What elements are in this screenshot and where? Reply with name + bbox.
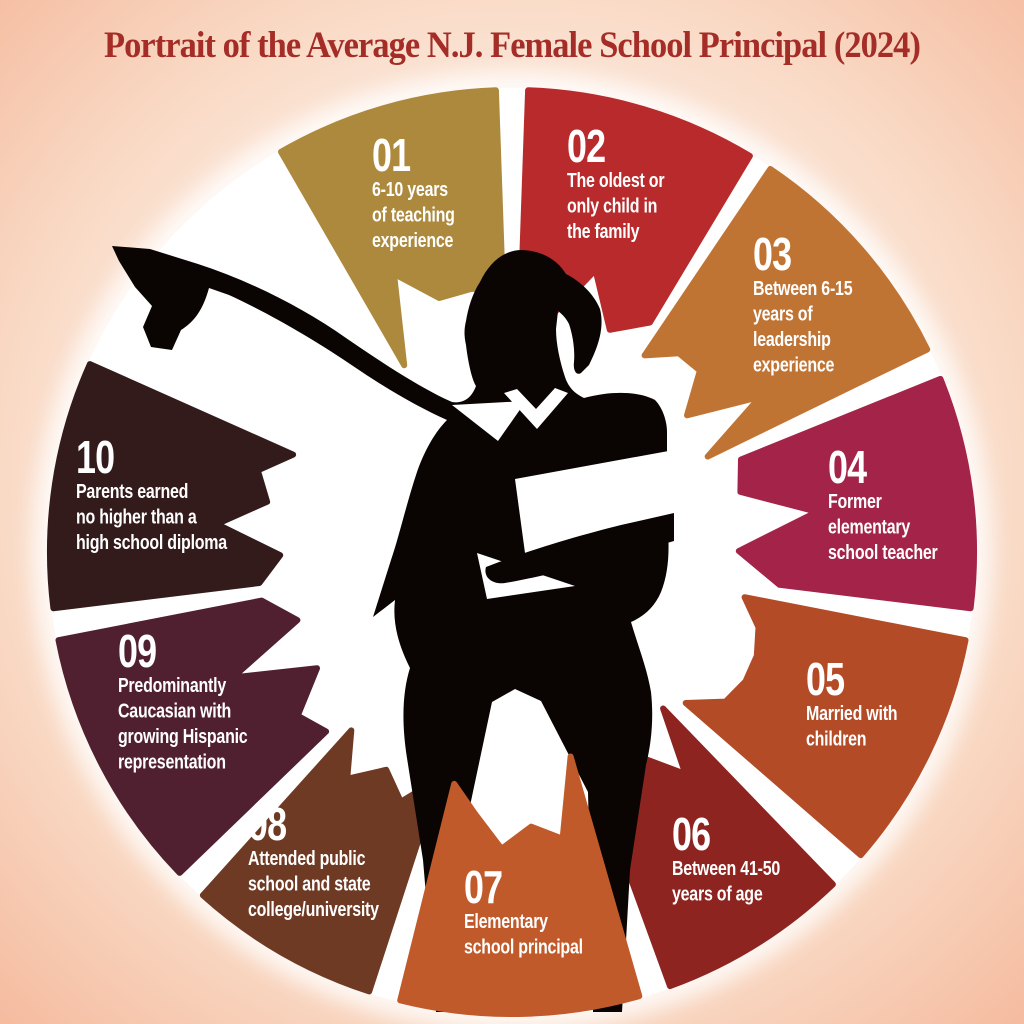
- segment-07-label-line-2: school principal: [464, 935, 583, 958]
- segment-03-label-line-4: experience: [753, 353, 834, 376]
- segment-01-wedge: [278, 87, 506, 369]
- segment-03-label-line-3: leadership: [753, 327, 831, 350]
- segment-03-number: 03: [753, 229, 791, 280]
- segment-05-number: 05: [806, 654, 844, 705]
- segment-09-label-line-3: growing Hispanic: [118, 724, 247, 747]
- segment-09-label-line-2: Caucasian with: [118, 699, 231, 722]
- segment-01-label-line-2: of teaching: [372, 203, 455, 226]
- segment-06-number: 06: [672, 809, 710, 860]
- segment-02-number: 02: [567, 121, 605, 172]
- segment-08-number: 08: [248, 799, 286, 850]
- segment-02-label-line-1: The oldest or: [567, 168, 664, 191]
- segment-10-label-line-2: no higher than a: [76, 505, 197, 528]
- infographic-title: Portrait of the Average N.J. Female Scho…: [103, 25, 921, 66]
- segment-06-label-line-2: years of age: [672, 882, 763, 905]
- segment-09-label-line-1: Predominantly: [118, 673, 227, 696]
- segment-04-label-line-2: elementary: [828, 515, 911, 538]
- segment-07-label-line-1: Elementary: [464, 909, 549, 932]
- segment-05-wedge: [682, 594, 969, 859]
- segment-07-number: 07: [464, 862, 502, 913]
- segment-09-label-line-4: representation: [118, 750, 226, 773]
- segment-08-wedge: [199, 727, 442, 995]
- segment-09-wedge: [55, 597, 330, 876]
- segment-03-label-line-2: years of: [753, 302, 813, 325]
- segment-05-label-line-2: children: [806, 727, 866, 750]
- segment-08-label-line-2: school and state: [248, 872, 370, 895]
- silhouette-collar-cutout: [504, 388, 568, 429]
- segment-04-number: 04: [828, 442, 867, 493]
- segment-01-number: 01: [372, 130, 410, 181]
- segment-06-label-line-1: Between 41-50: [672, 856, 780, 879]
- segment-07-wedge: [397, 753, 643, 1017]
- segment-10-wedge: [46, 361, 297, 612]
- segment-04-label-line-1: Former: [828, 489, 882, 512]
- segment-03-label-line-1: Between 6-15: [753, 276, 852, 299]
- segment-04-wedge: [735, 375, 978, 612]
- segment-05-label-line-1: Married with: [806, 701, 897, 724]
- silhouette-lapel-cutout: [452, 401, 526, 441]
- segment-03-wedge: [641, 166, 931, 460]
- segment-08-label-line-1: Attended public: [248, 846, 365, 869]
- segment-10-label-line-3: high school diploma: [76, 530, 228, 553]
- segment-02-label-line-3: the family: [567, 219, 640, 242]
- segment-01-label-line-3: experience: [372, 228, 453, 251]
- segment-02-label-line-2: only child in: [567, 194, 657, 217]
- segment-01-label-line-1: 6-10 years: [372, 177, 448, 200]
- segment-04-label-line-3: school teacher: [828, 540, 938, 563]
- segment-10-label-line-1: Parents earned: [76, 479, 188, 502]
- segment-02-wedge: [518, 87, 753, 333]
- segment-08-label-line-3: college/university: [248, 897, 380, 920]
- segment-10-number: 10: [76, 432, 114, 483]
- segment-09-number: 09: [118, 626, 156, 677]
- silhouette-forearm: [485, 513, 674, 584]
